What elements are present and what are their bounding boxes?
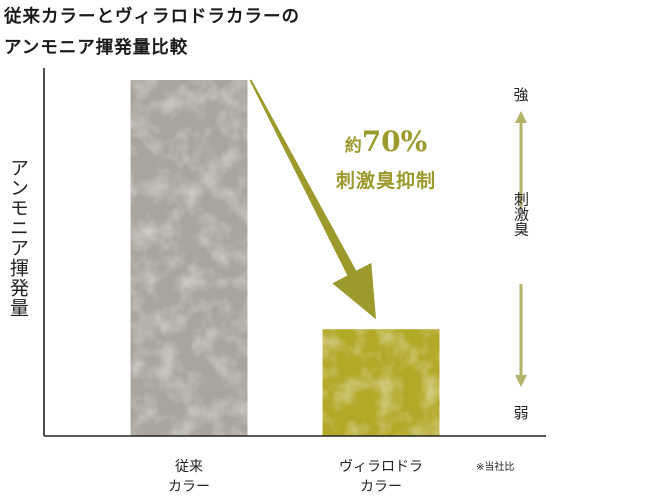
x-tick-label-0-line2: カラー [168, 479, 210, 495]
chart-title-line2: アンモニア揮発量比較 [4, 38, 189, 58]
footnote: ※当社比 [476, 460, 514, 473]
scale-odor-label: 刺激臭 [512, 192, 530, 237]
y-axis-label: アンモニア揮発量 [7, 158, 29, 318]
scale-strong-label: 強 [513, 86, 528, 104]
scale-arrow-down-icon [515, 375, 527, 387]
bar-0-texture [130, 80, 248, 436]
x-tick-label-0: 従来 カラー [168, 459, 210, 495]
x-tick-label-0-line1: 従来 [175, 459, 203, 475]
scale-line-upper [519, 123, 523, 209]
reduction-arrow [249, 79, 376, 320]
chart-title-line1: 従来カラーとヴィラロドラカラーの [4, 7, 300, 27]
scale-line-lower [519, 284, 523, 375]
scale-weak-label: 弱 [513, 404, 528, 422]
chart-title: 従来カラーとヴィラロドラカラーの アンモニア揮発量比較 [4, 2, 300, 64]
bar-group [130, 80, 440, 436]
reduction-text: 刺激臭抑制 [336, 169, 436, 192]
bar-1-texture [322, 329, 440, 436]
reduction-percent: 70% [362, 125, 428, 158]
reduction-prefix: 約 [345, 135, 362, 156]
scale-arrow-up-icon [515, 111, 527, 123]
odor-scale: 強 刺激臭 弱 [512, 86, 530, 422]
reduction-annotation-top: 約70% [345, 125, 428, 158]
reduction-arrow-shape [249, 79, 376, 320]
x-tick-label-1-line2: カラー [360, 479, 402, 495]
x-tick-label-1-line1: ヴィラロドラ [339, 458, 423, 475]
x-tick-label-1: ヴィラロドラ カラー [339, 458, 423, 495]
